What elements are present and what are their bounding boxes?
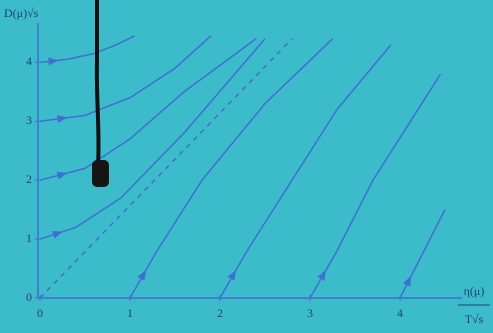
y-tick-label: 3: [26, 113, 32, 127]
page: D(μ)√s η(μ) T√s 0123401234 (() => { cons…: [0, 0, 493, 333]
x-tick-label: 0: [37, 306, 43, 320]
y-tick-label: 2: [26, 172, 32, 186]
y-tick-label: 0: [26, 290, 32, 304]
x-tick-label: 3: [307, 306, 313, 320]
x-axis-label-numerator: η(μ): [464, 284, 485, 298]
x-axis-label-denominator: T√s: [465, 312, 484, 326]
chart: D(μ)√s η(μ) T√s 0 1 2 3 4 0 1 2 3 4: [0, 0, 493, 333]
y-tick-label: 4: [26, 54, 32, 68]
x-tick-label: 2: [217, 306, 223, 320]
y-tick-label: 1: [26, 231, 32, 245]
x-tick-label: 4: [397, 306, 403, 320]
background: [0, 0, 493, 333]
y-axis-label: D(μ)√s: [4, 6, 39, 20]
x-tick-label: 1: [127, 306, 133, 320]
